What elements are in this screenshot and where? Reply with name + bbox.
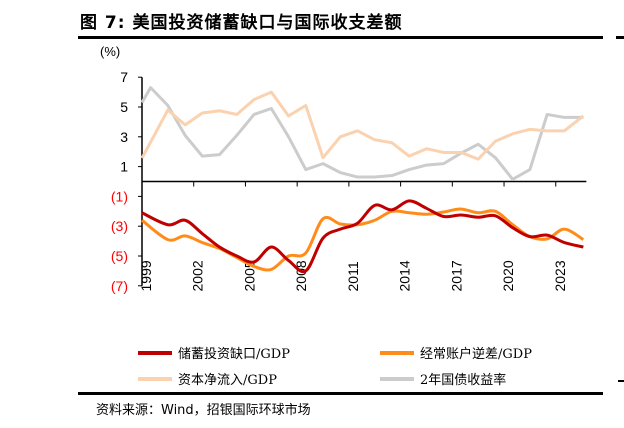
line-chart: 7 5 3 1 (1) (3) (5) (7) 1999 2002 2005 2008 2011 2014… [111,69,587,294]
legend-swatch [380,376,414,381]
y-tick-label: (5) [111,248,128,264]
y-tick-label: 1 [120,159,128,175]
x-tick-label: 2005 [241,260,257,291]
adjacent-panel-edge-bottom [618,380,624,382]
figure-title: 图 7: 美国投资储蓄缺口与国际收支差额 [80,13,403,33]
unit-label: (%) [100,44,121,59]
y-tick-label: 7 [120,69,128,85]
legend-label: 资本净流入/GDP [178,373,277,388]
y-tick-label: (1) [111,188,128,204]
legend-item-current-account: 经常账户逆差/GDP [380,343,532,362]
legend-item-capital-inflow: 资本净流入/GDP [138,369,277,388]
series-line-2 [140,90,585,161]
legend-swatch [380,350,414,355]
series-line-0 [141,199,584,274]
x-tick-label: 2011 [345,261,361,291]
adjacent-panel-edge [616,36,624,39]
legend-swatch [138,350,172,355]
legend-swatch [138,376,172,381]
x-tick-label: 2002 [190,260,206,291]
x-tick-label: 2014 [397,260,413,291]
y-tick-label: 3 [120,129,128,145]
y-tick-label: (3) [111,218,128,234]
legend-item-2y-yield: 2年国债收益率 [380,369,506,388]
x-tick-label: 2020 [500,260,516,291]
x-tick-label: 2023 [552,260,568,291]
legend-label: 2年国债收益率 [420,373,507,388]
x-tick-label: 2008 [293,260,309,291]
bottom-rule [78,392,603,395]
source-note: 资料来源：Wind，招银国际环球市场 [96,403,311,418]
y-tick-label: (7) [111,278,128,294]
legend-item-savings-gap: 储蓄投资缺口/GDP [138,343,290,362]
y-tick-label: 5 [120,99,128,115]
x-tick-label: 1999 [138,260,154,291]
legend-label: 经常账户逆差/GDP [420,347,532,362]
series-line-3 [140,86,584,181]
legend-label: 储蓄投资缺口/GDP [178,347,290,362]
x-tick-label: 2017 [448,260,464,291]
title-rule [78,36,603,39]
